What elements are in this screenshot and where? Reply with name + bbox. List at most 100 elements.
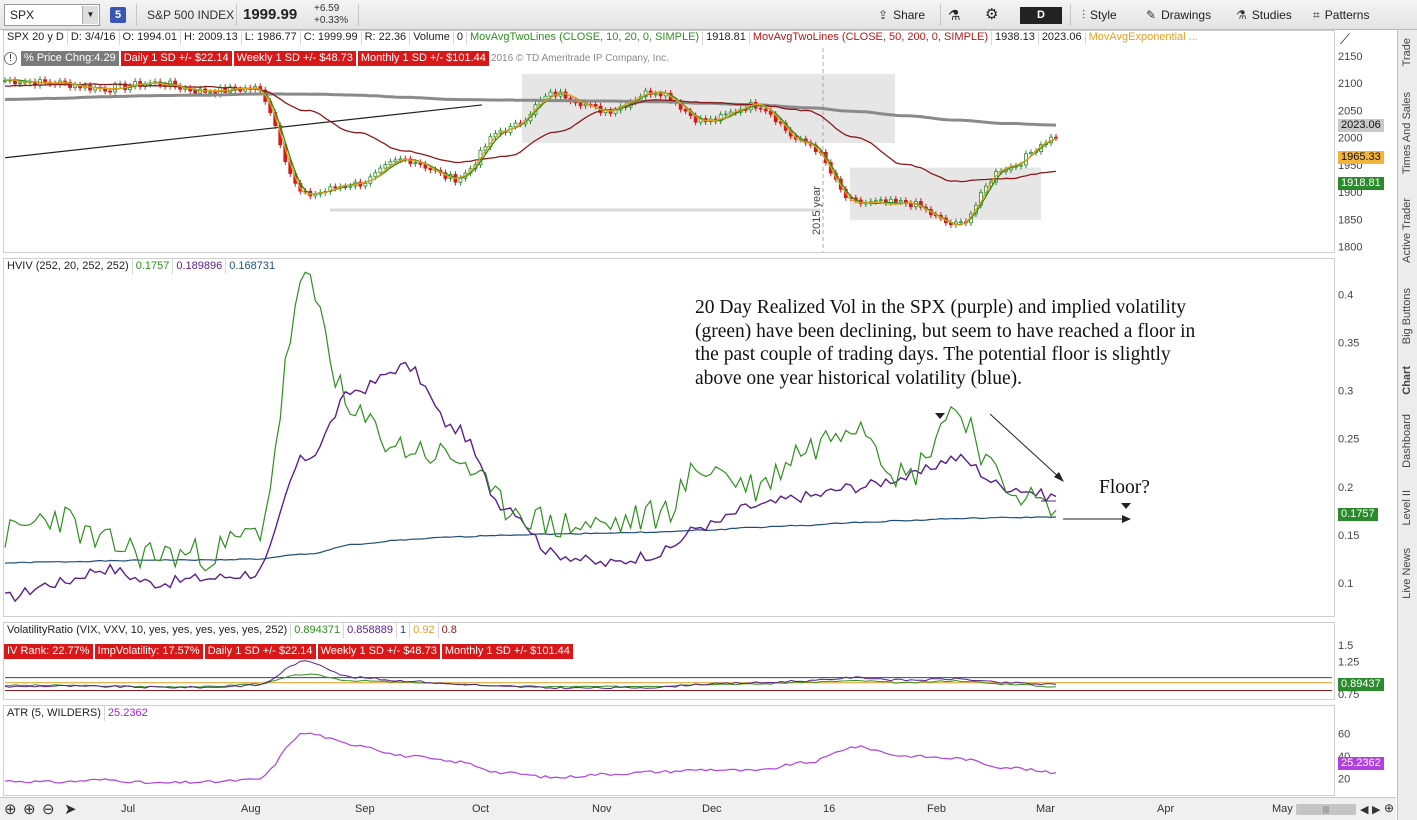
studies-button[interactable]: ⚗ Studies bbox=[1236, 5, 1292, 25]
hviv-value-iv: 0.1757 bbox=[133, 259, 174, 274]
vr-chart-svg: 1.5 1.25 0.75 bbox=[4, 640, 1359, 701]
info-icon[interactable]: ! bbox=[4, 52, 17, 65]
cursor-icon[interactable]: ➤ bbox=[64, 801, 77, 818]
implied-vol-line bbox=[4, 271, 1057, 572]
candle-body bbox=[363, 182, 368, 187]
share-button[interactable]: ⇪ Share bbox=[878, 5, 925, 25]
ema-label[interactable]: MovAvgExponential ... bbox=[1088, 31, 1198, 43]
timeline-scrollbar[interactable]: ||| bbox=[1296, 804, 1356, 815]
vr-study-name[interactable]: VolatilityRatio (VIX, VXV, 10, yes, yes,… bbox=[4, 623, 292, 638]
candle-body bbox=[653, 93, 658, 96]
scroll-right-icon[interactable]: ▶ bbox=[1372, 804, 1381, 816]
historical-vol-line bbox=[4, 516, 1057, 564]
monthly-sd: Monthly 1 SD +/- $101.44 bbox=[357, 51, 489, 66]
symbol-value: SPX bbox=[10, 8, 35, 22]
crosshair-icon[interactable]: ⊕ bbox=[4, 801, 17, 818]
chevron-down-icon[interactable]: ▼ bbox=[82, 6, 98, 24]
style-icon: ⫶ bbox=[1082, 8, 1086, 22]
scroll-left-icon[interactable]: ◀ bbox=[1360, 804, 1369, 816]
candle-body bbox=[378, 167, 383, 174]
timeline-bar: ⊕ ⊕ ⊖ ➤ Jul Aug Sep Oct Nov Dec 16 Feb M… bbox=[0, 797, 1396, 820]
divider bbox=[236, 4, 237, 26]
month-label: 16 bbox=[823, 803, 836, 815]
vr-value-4: 0.92 bbox=[410, 623, 439, 638]
tab-big-buttons[interactable]: Big Buttons bbox=[1401, 288, 1413, 345]
flask-icon[interactable]: ⚗ bbox=[948, 7, 961, 23]
style-label: Style bbox=[1090, 8, 1117, 22]
link-group-badge[interactable]: 5 bbox=[110, 7, 126, 23]
volume-value: 0 bbox=[454, 30, 468, 45]
daily-sd: Daily 1 SD +/- $22.14 bbox=[120, 51, 232, 66]
tab-times-and-sales[interactable]: Times And Sales bbox=[1401, 92, 1413, 175]
hviv-axis-tick: 0.15 bbox=[1338, 530, 1359, 542]
hviv-legend: HVIV (252, 20, 252, 252) 0.1757 0.189896 0.… bbox=[4, 259, 278, 274]
hviv-chart-svg: 0.4 0.35 0.3 0.25 0.2 0.15 0.1 bbox=[4, 271, 1359, 603]
candle-body bbox=[1019, 164, 1023, 167]
symbol-name: S&P 500 INDEX bbox=[147, 8, 235, 22]
iv-rank: IV Rank: 22.77% bbox=[4, 644, 93, 659]
hviv-study-name[interactable]: HVIV (252, 20, 252, 252) bbox=[4, 259, 133, 274]
hviv-axis-tick: 0.25 bbox=[1338, 434, 1359, 446]
candle-body bbox=[718, 114, 723, 122]
annotation-text: 20 Day Realized Vol in the SPX (purple) … bbox=[695, 297, 1196, 389]
tab-trade[interactable]: Trade bbox=[1401, 38, 1413, 67]
studies-label: Studies bbox=[1251, 8, 1292, 22]
candle-body bbox=[373, 172, 378, 178]
candle-body bbox=[683, 108, 688, 112]
atr-axis-tick: 20 bbox=[1338, 774, 1350, 786]
price-axis-tick: 2150 bbox=[1338, 51, 1362, 63]
candle-body bbox=[758, 107, 763, 110]
candle-body bbox=[428, 167, 433, 171]
candle-body bbox=[193, 90, 198, 94]
ohlc-low: L: 1986.77 bbox=[242, 30, 301, 45]
vr-purple-line bbox=[4, 660, 1057, 690]
atr-study-name[interactable]: ATR (5, WILDERS) bbox=[4, 706, 105, 721]
candle-body bbox=[388, 161, 393, 166]
vr-value-5: 0.8 bbox=[441, 624, 457, 636]
expand-icon[interactable]: ⊕ bbox=[1384, 801, 1395, 815]
atr-panel[interactable] bbox=[3, 705, 1335, 796]
tab-live-news[interactable]: Live News bbox=[1401, 548, 1413, 599]
ma-short-label[interactable]: MovAvgTwoLines (CLOSE, 10, 20, 0, SIMPLE… bbox=[467, 30, 704, 45]
candle-body bbox=[593, 104, 598, 107]
annotation-arrow bbox=[989, 413, 1061, 479]
month-label: Mar bbox=[1036, 803, 1055, 815]
sma200-line bbox=[4, 92, 1057, 127]
chart-symbol-period: SPX 20 y D bbox=[4, 30, 68, 45]
ma-short-value: 1918.81 bbox=[703, 30, 750, 45]
chart-toolbar: SPX ▼ 5 S&P 500 INDEX 1999.99 +6.59 +0.3… bbox=[0, 0, 1417, 30]
candle-body bbox=[578, 102, 583, 107]
ma-long-value-1: 1938.13 bbox=[992, 30, 1039, 45]
gear-icon[interactable]: ⚙ bbox=[985, 6, 999, 23]
candle-body bbox=[18, 82, 22, 85]
tab-level-ii[interactable]: Level II bbox=[1401, 490, 1413, 526]
atr-legend: ATR (5, WILDERS) 25.2362 bbox=[4, 706, 151, 721]
ohlc-range: R: 22.36 bbox=[362, 30, 411, 45]
candle-body bbox=[583, 104, 588, 107]
hviv-axis-tick: 0.35 bbox=[1338, 337, 1359, 349]
symbol-input[interactable]: SPX ▼ bbox=[4, 4, 100, 26]
month-label: Oct bbox=[472, 803, 490, 815]
month-label: Nov bbox=[592, 803, 612, 815]
divider bbox=[940, 4, 941, 26]
zoom-out-icon[interactable]: ⊖ bbox=[42, 801, 55, 818]
aggregation-period-button[interactable]: D bbox=[1020, 7, 1062, 24]
price-chart-svg: 2015 year2150210020502000195019001850180… bbox=[3, 48, 1362, 254]
drawing-tool-icon[interactable]: ⟋ bbox=[1340, 31, 1350, 47]
tab-dashboard[interactable]: Dashboard bbox=[1401, 414, 1413, 468]
tab-active-trader[interactable]: Active Trader bbox=[1401, 198, 1413, 263]
vr-axis-tick: 0.75 bbox=[1338, 689, 1359, 701]
candle-body bbox=[548, 91, 553, 97]
atr-chart-svg: 604020 bbox=[4, 728, 1350, 786]
imp-volatility: ImpVolatility: 17.57% bbox=[94, 644, 203, 659]
drawings-button[interactable]: ✎ Drawings bbox=[1146, 5, 1211, 25]
ma-long-label[interactable]: MovAvgTwoLines (CLOSE, 50, 200, 0, SIMPL… bbox=[750, 30, 993, 45]
candle-body bbox=[658, 93, 663, 97]
style-button[interactable]: ⫶ Style bbox=[1082, 5, 1117, 25]
tab-chart[interactable]: Chart bbox=[1401, 366, 1413, 395]
hviv-panel[interactable] bbox=[3, 258, 1335, 617]
zoom-in-icon[interactable]: ⊕ bbox=[23, 801, 36, 818]
atr-axis-tick: 60 bbox=[1338, 728, 1350, 740]
patterns-button[interactable]: ⌗ Patterns bbox=[1313, 5, 1369, 25]
weekly-sd: Weekly 1 SD +/- $48.73 bbox=[233, 51, 356, 66]
